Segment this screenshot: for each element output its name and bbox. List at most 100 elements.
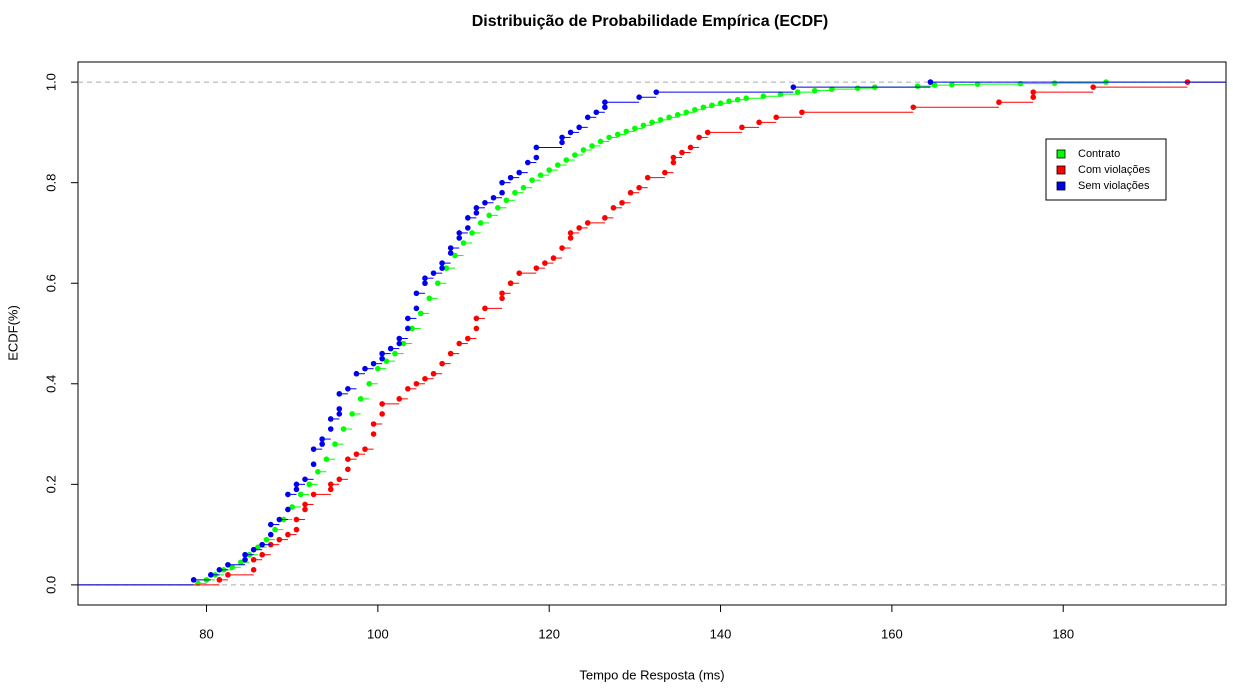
point — [370, 431, 377, 437]
point — [400, 340, 407, 347]
point — [327, 416, 334, 422]
y-tick-label: 0.2 — [43, 475, 58, 493]
point — [375, 365, 381, 372]
point — [529, 177, 535, 183]
point — [559, 245, 565, 251]
point — [435, 280, 441, 287]
series — [78, 79, 1226, 586]
point — [739, 124, 745, 131]
point — [602, 104, 608, 111]
point — [306, 481, 313, 488]
point — [811, 87, 818, 94]
point — [512, 189, 518, 196]
point — [494, 205, 501, 211]
point — [293, 526, 300, 533]
point — [276, 536, 283, 543]
point — [1051, 80, 1058, 86]
y-axis-title: ECDF(%) — [5, 305, 20, 361]
point — [409, 325, 415, 332]
point — [276, 516, 283, 523]
x-axis-title: Tempo de Resposta (ms) — [579, 667, 724, 682]
point — [349, 411, 355, 417]
point — [679, 149, 685, 156]
point — [790, 84, 797, 90]
point — [473, 325, 480, 332]
point — [670, 154, 677, 161]
point — [516, 169, 523, 176]
point — [854, 85, 861, 91]
point — [340, 426, 347, 432]
point — [533, 265, 540, 271]
point — [533, 144, 540, 151]
legend-label: Sem violações — [1078, 180, 1150, 192]
point — [439, 360, 445, 367]
point — [692, 106, 698, 113]
point — [285, 491, 291, 498]
point — [302, 476, 308, 483]
y-tick-label: 0.6 — [43, 274, 58, 292]
point — [666, 114, 672, 121]
point — [563, 157, 570, 163]
point — [293, 516, 300, 523]
point — [559, 134, 565, 141]
point — [259, 541, 265, 548]
point — [366, 380, 373, 387]
point — [250, 546, 257, 553]
point — [302, 501, 308, 508]
point — [465, 335, 471, 342]
point — [794, 89, 801, 95]
point — [225, 572, 231, 578]
point — [263, 536, 270, 543]
point — [482, 305, 488, 312]
point — [554, 162, 561, 168]
plot-frame — [77, 61, 1227, 606]
point — [250, 567, 257, 573]
legend-swatch — [1056, 149, 1066, 159]
point — [756, 119, 762, 126]
point — [323, 456, 330, 462]
point — [242, 556, 248, 563]
point — [345, 466, 351, 473]
point — [289, 504, 295, 510]
point — [285, 506, 291, 513]
point — [653, 89, 660, 95]
point — [610, 205, 617, 211]
point — [345, 386, 351, 392]
point — [499, 189, 505, 196]
point — [507, 280, 514, 287]
point — [207, 572, 214, 578]
point — [353, 370, 360, 377]
point — [567, 230, 574, 236]
point — [584, 114, 591, 121]
point — [683, 109, 690, 116]
point — [717, 100, 724, 107]
point — [392, 350, 398, 357]
point — [473, 210, 480, 216]
point — [327, 481, 334, 488]
point — [627, 189, 634, 196]
point — [469, 230, 475, 236]
point — [370, 360, 377, 367]
point — [662, 169, 668, 176]
point — [456, 235, 463, 241]
point — [345, 456, 351, 462]
point — [310, 446, 317, 452]
point — [636, 94, 642, 100]
legend-swatch — [1056, 181, 1066, 191]
point — [443, 265, 450, 271]
point — [216, 577, 223, 583]
point — [949, 81, 955, 88]
point — [499, 179, 505, 186]
point — [709, 102, 715, 109]
point — [477, 220, 484, 226]
point — [490, 194, 497, 201]
point — [996, 99, 1002, 106]
point — [315, 468, 321, 475]
point — [576, 124, 582, 131]
point — [516, 270, 523, 276]
point — [499, 295, 505, 302]
point — [636, 184, 642, 191]
point — [726, 98, 732, 105]
point — [242, 551, 248, 558]
